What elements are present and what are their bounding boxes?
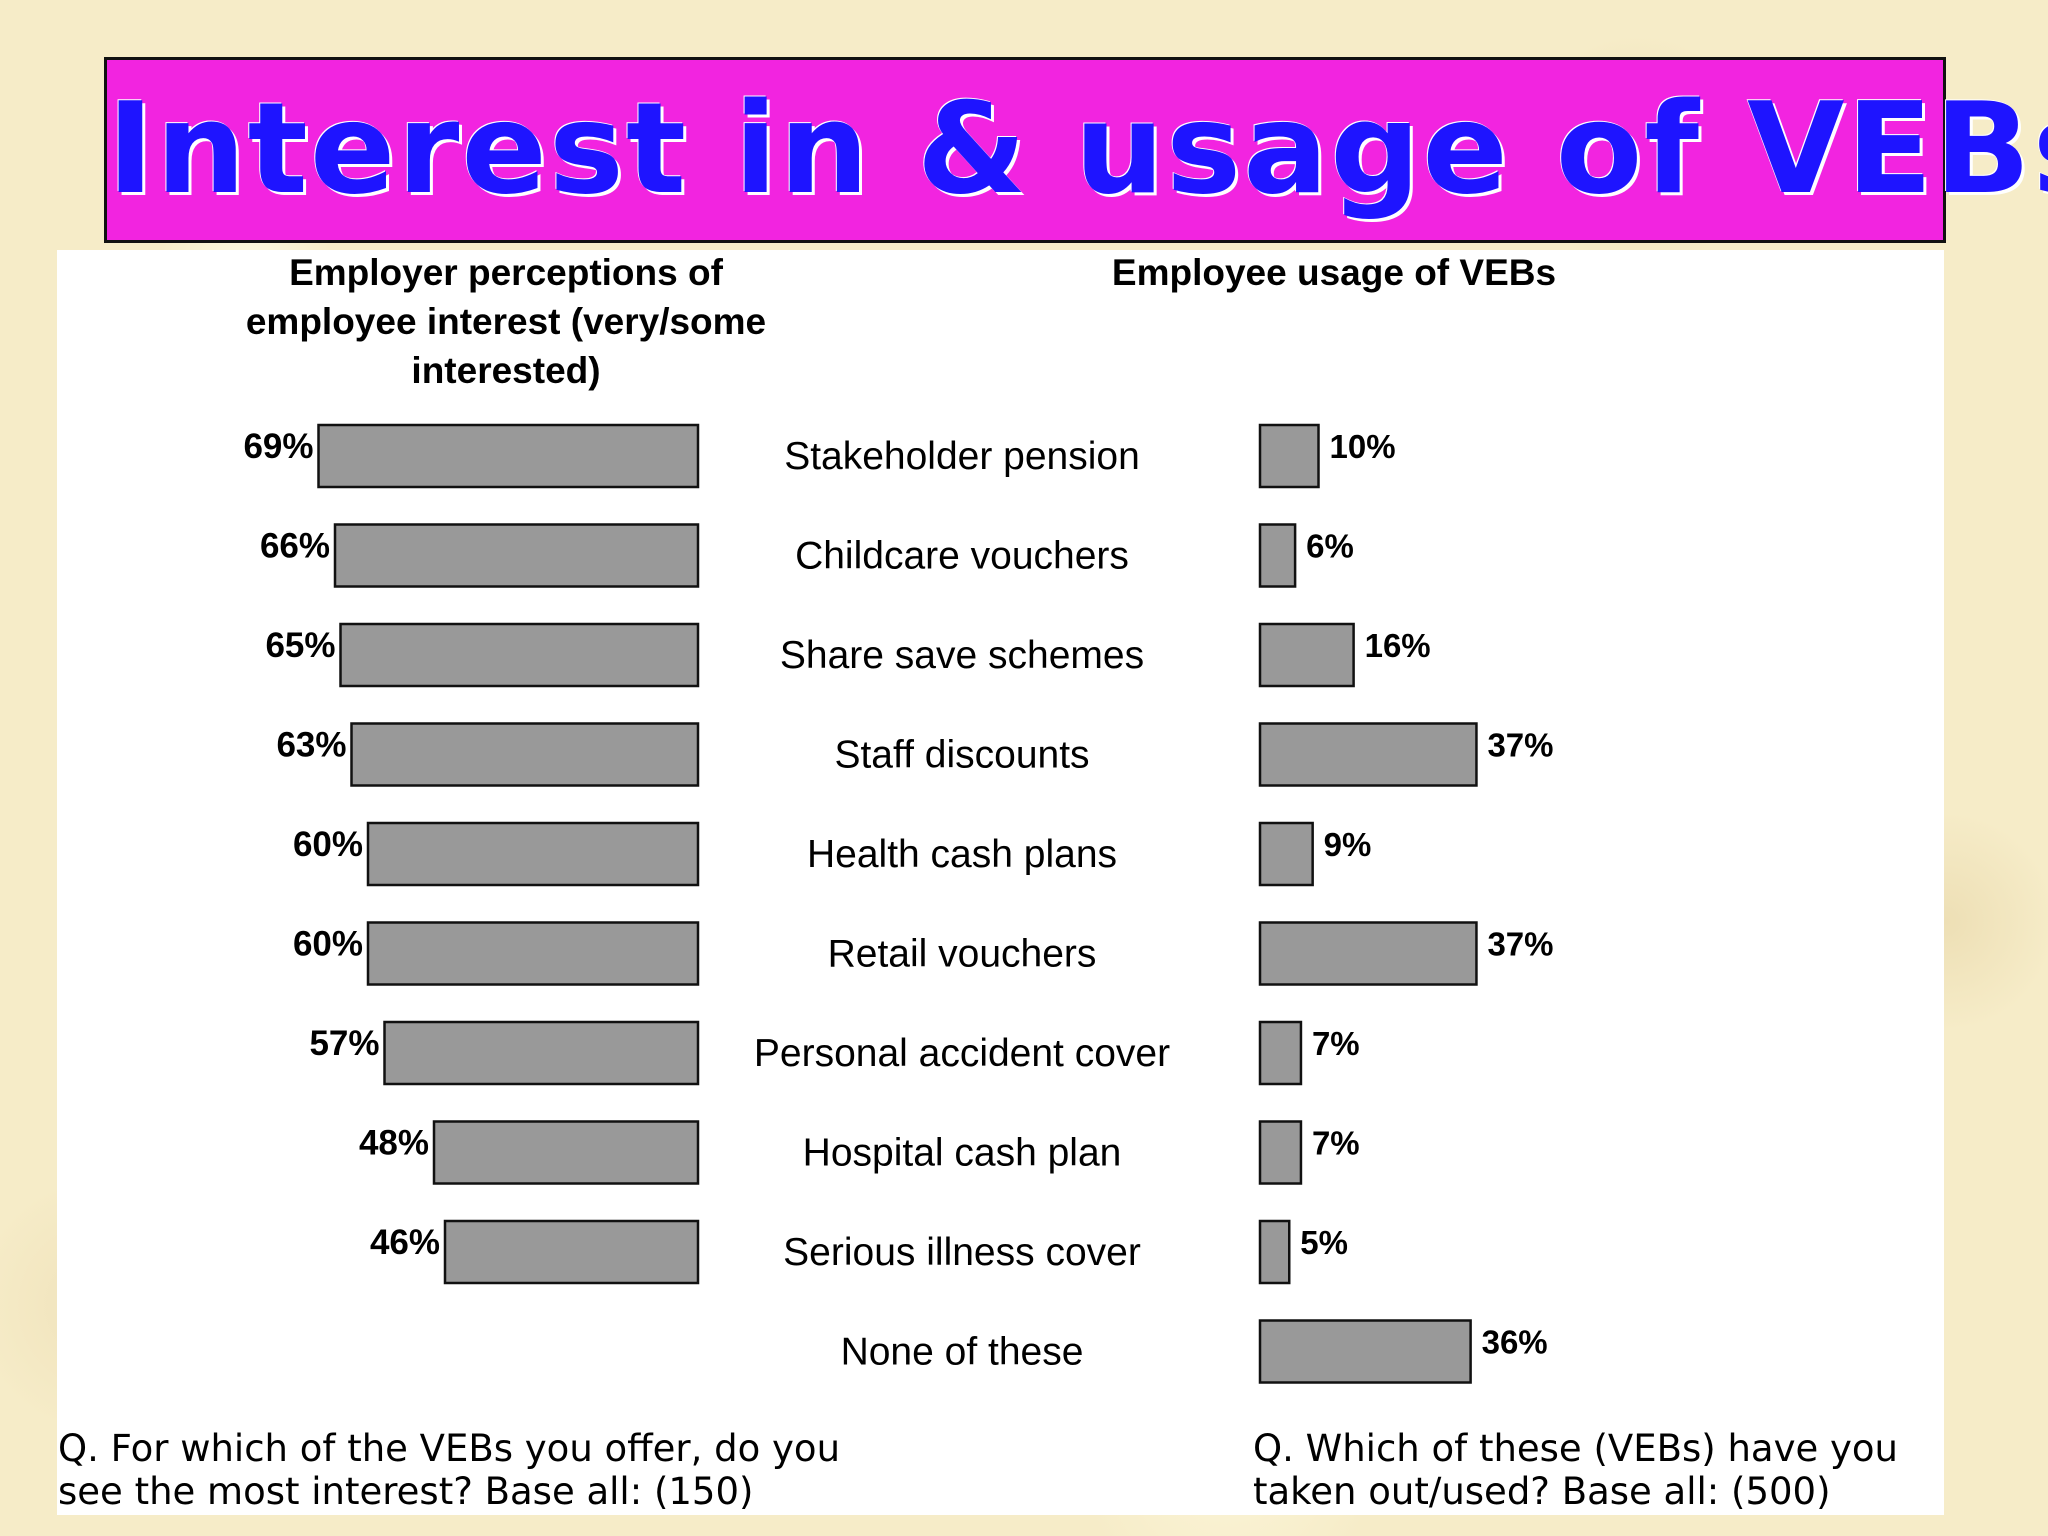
employee-usage-label: 37% bbox=[1487, 727, 1553, 764]
employer-interest-label: 57% bbox=[309, 1024, 379, 1063]
employer-interest-bar bbox=[317, 423, 700, 489]
employee-usage-label: 7% bbox=[1312, 1025, 1360, 1062]
left-header-line-3: interested) bbox=[411, 350, 601, 391]
right-note-line-1: Q. Which of these (VEBs) have you bbox=[1253, 1427, 1898, 1470]
right-panel-header: Employee usage of VEBs bbox=[1111, 252, 1557, 293]
employer-interest-bar bbox=[350, 722, 700, 787]
employer-interest-label: 60% bbox=[293, 925, 363, 964]
title-banner: Interest in & usage of VEBs bbox=[104, 57, 2048, 243]
right-note-line-2: taken out/used? Base all: (500) bbox=[1253, 1470, 1831, 1513]
employer-interest-bar bbox=[366, 921, 700, 986]
employee-usage-bar bbox=[1258, 1319, 1472, 1384]
employer-interest-bar bbox=[432, 1120, 700, 1185]
employer-interest-label: 46% bbox=[370, 1223, 440, 1262]
left-note-line-2: see the most interest? Base all: (150) bbox=[58, 1470, 754, 1513]
employee-usage-label: 36% bbox=[1482, 1324, 1548, 1361]
employee-usage-bar bbox=[1258, 821, 1314, 887]
left-header-line-2: employee interest (very/some bbox=[245, 301, 767, 342]
category-label: Share save schemes bbox=[780, 634, 1144, 677]
employer-interest-label: 60% bbox=[293, 825, 363, 864]
employer-interest-label: 66% bbox=[260, 527, 330, 566]
employer-interest-label: 69% bbox=[243, 427, 313, 466]
category-label: None of these bbox=[841, 1331, 1084, 1374]
employer-interest-label: 65% bbox=[265, 626, 335, 665]
category-label: Personal accident cover bbox=[754, 1032, 1170, 1075]
employee-usage-label: 5% bbox=[1300, 1224, 1348, 1261]
employer-interest-bar bbox=[333, 523, 700, 588]
employer-interest-bar bbox=[339, 622, 700, 688]
employee-usage-bar bbox=[1258, 1120, 1303, 1185]
employee-usage-bar bbox=[1258, 1219, 1291, 1285]
employer-interest-bar bbox=[366, 821, 700, 887]
employee-usage-bar bbox=[1258, 523, 1297, 588]
employee-usage-label: 6% bbox=[1306, 528, 1354, 565]
category-label: Stakeholder pension bbox=[784, 435, 1140, 478]
category-label: Health cash plans bbox=[807, 833, 1117, 876]
employer-interest-label: 48% bbox=[359, 1124, 429, 1163]
left-note-line-1: Q. For which of the VEBs you offer, do y… bbox=[58, 1427, 841, 1470]
category-label: Retail vouchers bbox=[828, 933, 1097, 976]
category-label: Staff discounts bbox=[834, 734, 1089, 777]
employee-usage-label: 37% bbox=[1487, 926, 1553, 963]
employee-usage-bar bbox=[1258, 622, 1355, 688]
employee-usage-bar bbox=[1258, 423, 1320, 489]
category-label: Childcare vouchers bbox=[795, 535, 1129, 578]
employee-usage-label: 10% bbox=[1330, 428, 1396, 465]
employer-interest-bar bbox=[443, 1219, 700, 1285]
left-header-line-1: Employer perceptions of bbox=[289, 252, 723, 293]
employee-usage-label: 9% bbox=[1324, 826, 1372, 863]
employee-usage-bar bbox=[1258, 1020, 1303, 1086]
employee-usage-label: 7% bbox=[1312, 1125, 1360, 1162]
employer-interest-label: 63% bbox=[276, 726, 346, 765]
employee-usage-label: 16% bbox=[1365, 627, 1431, 664]
category-label: Serious illness cover bbox=[783, 1231, 1141, 1274]
employee-usage-bar bbox=[1258, 921, 1478, 986]
left-question-note: Q. For which of the VEBs you offer, do y… bbox=[58, 1427, 840, 1513]
category-label: Hospital cash plan bbox=[803, 1132, 1122, 1175]
employee-usage-bar bbox=[1258, 722, 1478, 787]
page-title: Interest in & usage of VEBs bbox=[107, 75, 2048, 222]
left-panel-header: Employer perceptions of employee interes… bbox=[206, 248, 806, 395]
right-question-note: Q. Which of these (VEBs) have you taken … bbox=[1253, 1427, 1898, 1513]
employer-interest-bar bbox=[383, 1020, 700, 1086]
